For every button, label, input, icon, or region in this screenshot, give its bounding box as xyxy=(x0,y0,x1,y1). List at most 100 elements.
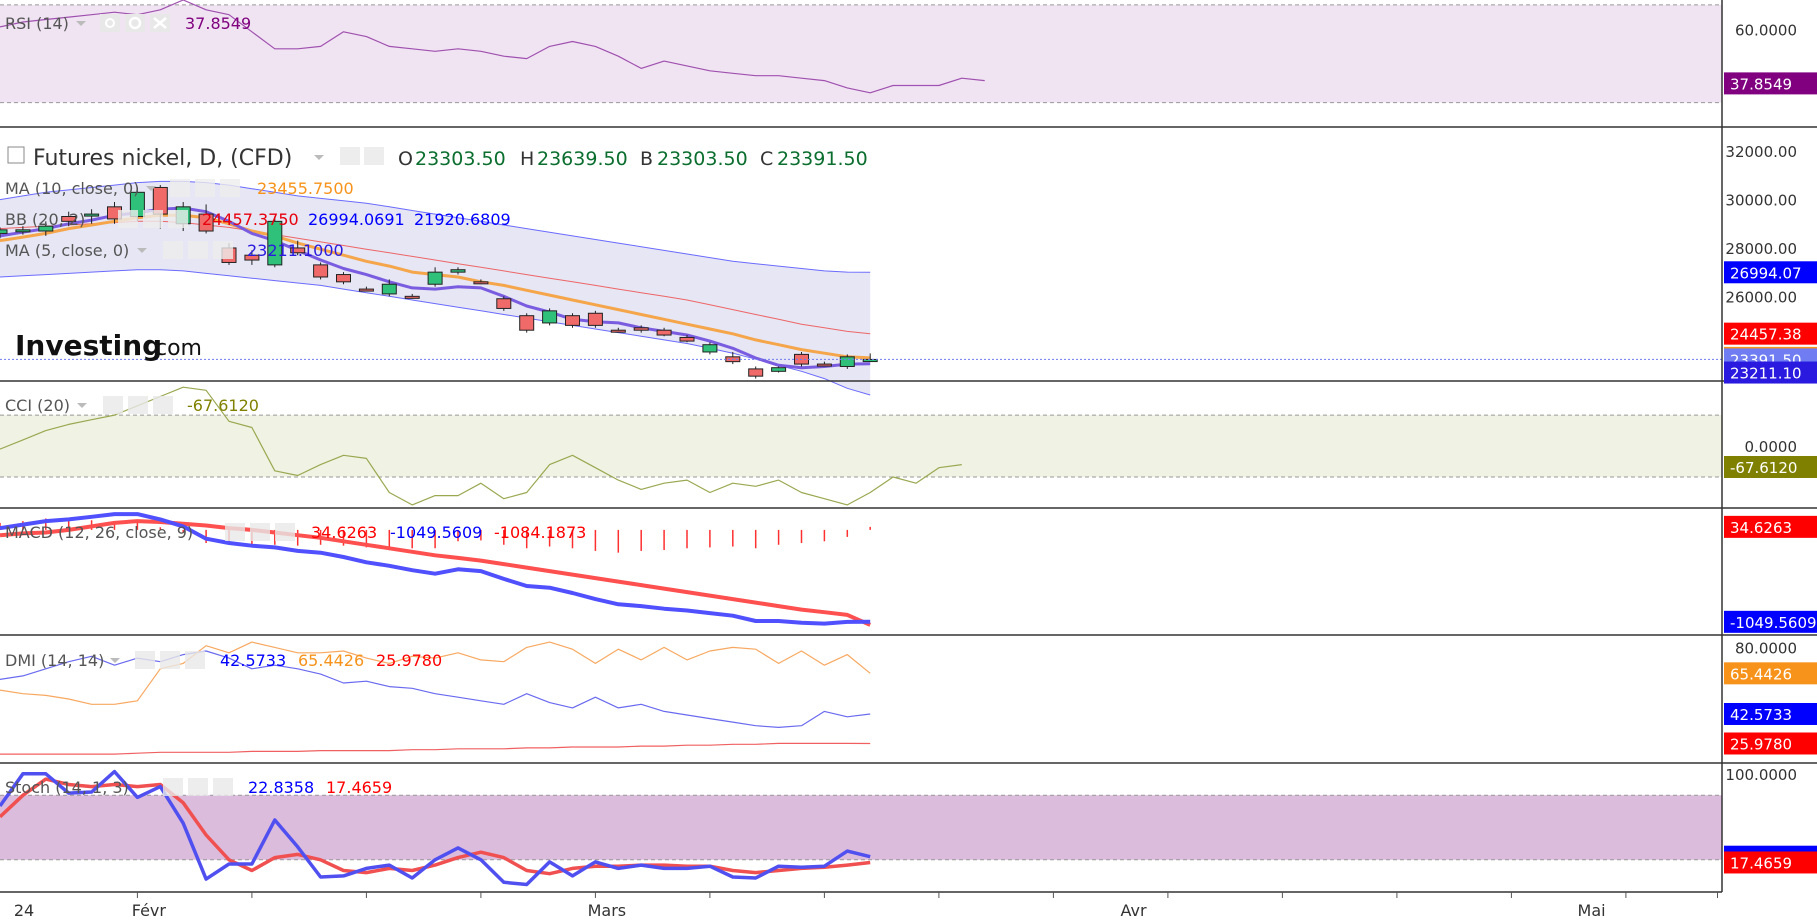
ma5-value: 23211.1000 xyxy=(247,241,344,260)
gear-icon-glyph xyxy=(128,16,142,30)
rsi-controls[interactable] xyxy=(100,14,170,32)
eye-icon[interactable] xyxy=(340,147,360,165)
symbol-controls[interactable] xyxy=(340,147,384,165)
macd-line xyxy=(0,512,871,626)
candle xyxy=(542,310,558,324)
ohlc-low-value: 23303.50 xyxy=(657,148,748,170)
chevron-down-icon[interactable] xyxy=(146,186,156,191)
cci-band xyxy=(0,415,1722,478)
watermark-logo: Investing .com xyxy=(15,329,202,362)
eye-icon[interactable] xyxy=(118,210,138,228)
close-icon[interactable] xyxy=(185,651,205,669)
pane-separators xyxy=(0,0,1817,893)
ma10-label: MA (10, close, 0) xyxy=(5,179,139,198)
candle xyxy=(587,312,603,326)
eye-icon[interactable] xyxy=(135,651,155,669)
rsi-tick-label: 60.0000 xyxy=(1735,21,1797,39)
macd-signal-value: -1084.1873 xyxy=(494,523,586,542)
ohlc-high-value: 23639.50 xyxy=(537,148,628,170)
rsi-current-badge: 37.8549 xyxy=(1730,75,1792,93)
close-icon[interactable] xyxy=(168,210,188,228)
rsi-band xyxy=(0,4,1722,103)
price-tick-label: 30000.00 xyxy=(1725,192,1797,210)
bb-label: BB (20, 2) xyxy=(5,210,85,229)
chevron-down-icon[interactable] xyxy=(77,403,87,408)
close-icon[interactable] xyxy=(213,241,233,259)
eye-icon[interactable] xyxy=(103,396,123,414)
candle xyxy=(633,327,649,331)
dmi-badge: 42.5733 xyxy=(1730,706,1792,724)
chevron-down-icon[interactable] xyxy=(137,248,147,253)
price-tick-label: 28000.00 xyxy=(1725,240,1797,258)
price-tick-label: 26000.00 xyxy=(1725,288,1797,306)
candle xyxy=(702,344,718,353)
macd-badge: -1049.5609 xyxy=(1730,614,1817,632)
candle xyxy=(290,247,306,254)
overlay-legend: MA (10, close, 0) 23455.7500 BB (20, 2) … xyxy=(5,179,511,260)
ohlc-low-key: B xyxy=(640,148,653,170)
bb-lower-value: 21920.6809 xyxy=(414,210,511,229)
rsi-line xyxy=(0,0,985,94)
candle xyxy=(84,213,100,217)
dmi-badge-bg xyxy=(1724,702,1817,725)
dmi-badge: 25.9780 xyxy=(1730,735,1792,753)
watermark-brand: Investing xyxy=(15,329,162,362)
time-axis-label: 24 xyxy=(14,901,34,920)
close-icon[interactable] xyxy=(220,179,240,197)
candle xyxy=(267,220,283,266)
collapse-toggle-icon[interactable] xyxy=(7,146,25,164)
price-pane: Investing .com Futures nickel, D, (CFD) … xyxy=(0,146,1722,396)
gear-icon[interactable] xyxy=(188,778,208,796)
gear-icon[interactable] xyxy=(250,523,270,541)
chevron-down-icon[interactable] xyxy=(110,658,120,663)
cci-pane: CCI (20) -67.6120 xyxy=(0,386,1722,506)
dmi-badge-bg xyxy=(1724,662,1817,685)
candle xyxy=(679,336,695,342)
close-icon[interactable] xyxy=(153,396,173,414)
candle xyxy=(198,213,214,232)
stoch-d-line xyxy=(0,777,871,876)
gear-icon[interactable] xyxy=(143,210,163,228)
ma5-label: MA (5, close, 0) xyxy=(5,241,129,260)
macd-histogram-value: 34.6263 xyxy=(311,523,377,542)
eye-icon[interactable] xyxy=(170,179,190,197)
rsi-title: RSI (14) xyxy=(5,14,69,33)
eye-icon[interactable] xyxy=(225,523,245,541)
eye-icon[interactable] xyxy=(100,14,120,32)
rsi-value: 37.8549 xyxy=(185,14,251,33)
bb-lower-line xyxy=(0,269,871,396)
bb-middle-value: 24457.3750 xyxy=(202,210,299,229)
close-icon[interactable] xyxy=(275,523,295,541)
candle xyxy=(313,264,329,278)
time-axis: 24 Févr Mars Avr Mai xyxy=(14,892,1718,920)
ohlc-close-key: C xyxy=(760,148,773,170)
candle xyxy=(15,229,31,233)
price-badge-bg xyxy=(1724,261,1817,284)
dmi-adx-line xyxy=(0,742,871,755)
candle xyxy=(404,295,420,299)
close-icon[interactable] xyxy=(213,778,233,796)
price-badge: 24457.38 xyxy=(1730,326,1802,344)
macd-badge: 34.6263 xyxy=(1730,519,1792,537)
candle xyxy=(839,356,855,367)
eye-icon-glyph xyxy=(105,18,115,28)
gear-icon[interactable] xyxy=(125,14,145,32)
cci-tick-label: 0.0000 xyxy=(1745,438,1798,456)
gear-icon[interactable] xyxy=(364,147,384,165)
gear-icon[interactable] xyxy=(188,241,208,259)
eye-icon[interactable] xyxy=(163,241,183,259)
stoch-k-value: 22.8358 xyxy=(248,778,314,797)
candle xyxy=(358,288,374,292)
dmi-pane: DMI (14, 14) 42.5733 65.4426 25.9780 xyxy=(0,641,871,755)
gear-icon[interactable] xyxy=(195,179,215,197)
chevron-down-icon[interactable] xyxy=(314,155,324,160)
chevron-down-icon[interactable] xyxy=(76,21,86,26)
stoch-band xyxy=(0,795,1722,860)
stoch-d-value: 17.4659 xyxy=(326,778,392,797)
dmi-badge: 65.4426 xyxy=(1730,665,1792,683)
gear-icon[interactable] xyxy=(128,396,148,414)
eye-icon[interactable] xyxy=(163,778,183,796)
price-badge-bg xyxy=(1724,361,1817,384)
gear-icon[interactable] xyxy=(160,651,180,669)
